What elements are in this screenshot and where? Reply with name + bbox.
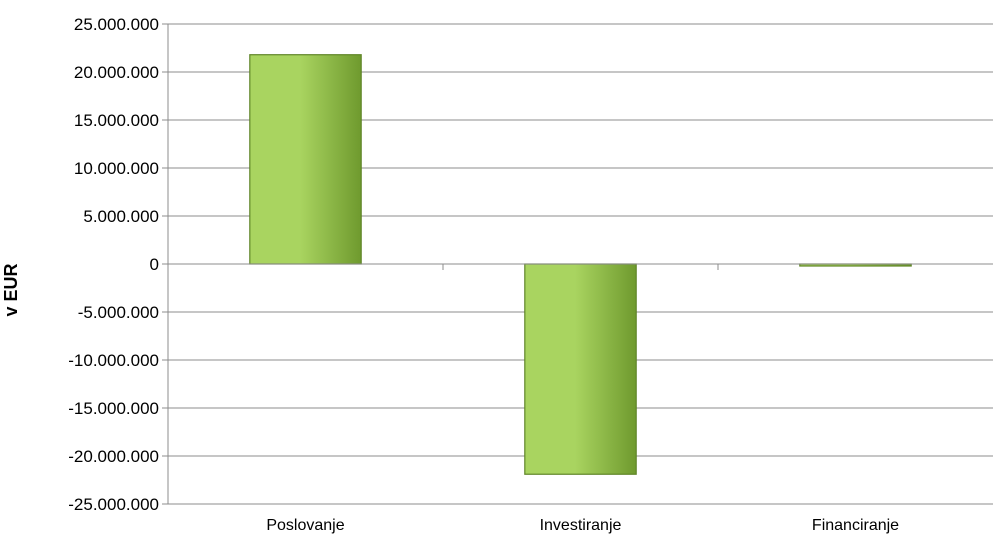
x-tick-label: Investiranje: [540, 517, 622, 534]
y-tick-label: -5.000.000: [78, 303, 159, 322]
y-tick-label: -15.000.000: [68, 399, 159, 418]
x-tick-label: Financiranje: [812, 517, 899, 534]
y-tick-label: 20.000.000: [74, 63, 159, 82]
bar-poslovanje: [250, 55, 361, 264]
y-tick-labels: 25.000.000 20.000.000 15.000.000 10.000.000…: [68, 15, 159, 514]
y-tick-label: 10.000.000: [74, 159, 159, 178]
y-tick-label: 0: [150, 255, 159, 274]
y-tick-label: -25.000.000: [68, 495, 159, 514]
y-axis-label: v EUR: [1, 263, 21, 316]
x-tick-labels: Poslovanje Investiranje Financiranje: [266, 517, 899, 534]
y-tick-label: 15.000.000: [74, 111, 159, 130]
bar-investiranje: [525, 264, 636, 474]
x-tick-label: Poslovanje: [266, 517, 344, 534]
y-tick-label: -20.000.000: [68, 447, 159, 466]
y-tick-label: 5.000.000: [83, 207, 159, 226]
y-tick-label: -10.000.000: [68, 351, 159, 370]
y-tick-label: 25.000.000: [74, 15, 159, 34]
